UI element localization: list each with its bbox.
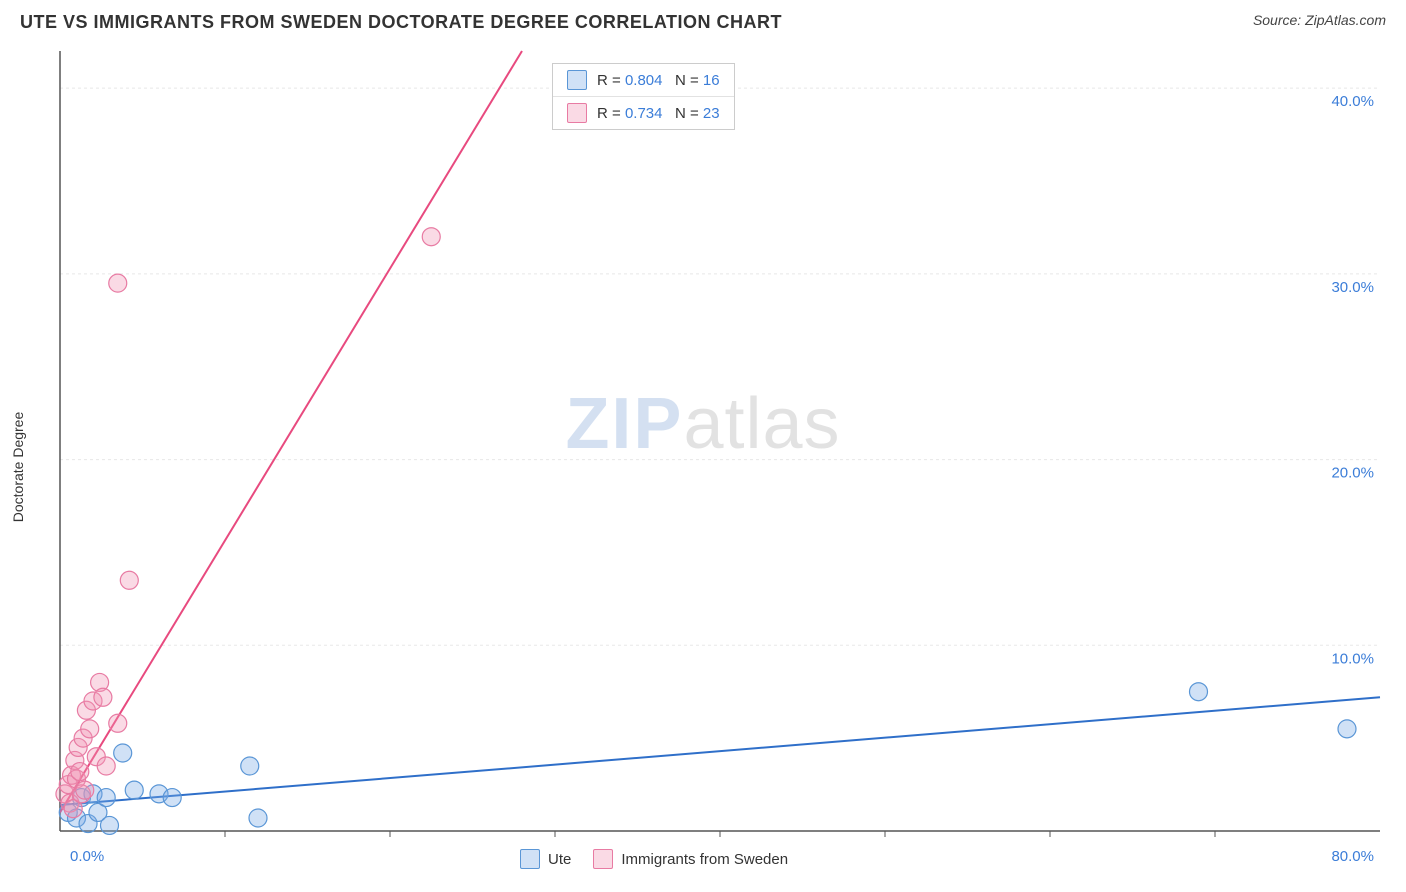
svg-text:20.0%: 20.0% [1331,465,1374,482]
svg-text:0.0%: 0.0% [70,848,104,865]
series-legend-label: Immigrants from Sweden [621,851,788,868]
series-legend-item: Ute [520,849,571,869]
svg-text:10.0%: 10.0% [1331,650,1374,667]
legend-swatch [593,849,613,869]
legend-row: R = 0.734 N = 23 [553,96,734,129]
svg-text:80.0%: 80.0% [1331,848,1374,865]
scatter-chart-svg: 10.0% 20.0% 30.0% 40.0% 0.0% 80.0% [0,41,1406,892]
series-legend-item: Immigrants from Sweden [593,849,788,869]
legend-swatch [567,103,587,123]
correlation-legend: R = 0.804 N = 16R = 0.734 N = 23 [552,63,735,130]
legend-swatch [567,70,587,90]
chart-title: UTE VS IMMIGRANTS FROM SWEDEN DOCTORATE … [20,12,782,33]
source-attribution: Source: ZipAtlas.com [1253,12,1386,28]
y-axis-label: Doctorate Degree [10,412,26,523]
chart-area: Doctorate Degree ZIPatlas 10.0%20.0%30.0… [0,41,1406,892]
legend-swatch [520,849,540,869]
series-legend: Ute Immigrants from Sweden [520,849,788,869]
svg-text:40.0%: 40.0% [1331,93,1374,110]
series-legend-label: Ute [548,851,571,868]
legend-row: R = 0.804 N = 16 [553,64,734,96]
svg-text:30.0%: 30.0% [1331,279,1374,296]
chart-header: UTE VS IMMIGRANTS FROM SWEDEN DOCTORATE … [0,0,1406,41]
